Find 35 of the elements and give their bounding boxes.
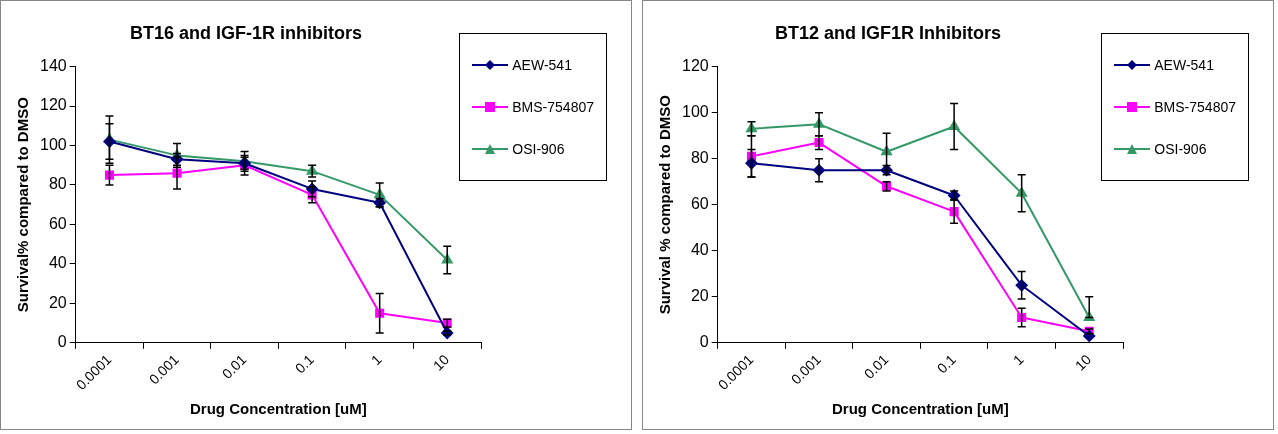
y-tick-label: 40	[48, 254, 67, 272]
legend-label: AEW-541	[1154, 57, 1214, 73]
y-tick-label: 60	[690, 195, 709, 213]
legend-label: OSI-906	[512, 141, 565, 157]
x-tick-label: 10	[429, 351, 453, 374]
x-tick-label: 1	[367, 351, 385, 369]
y-tick-label: 120	[681, 57, 709, 75]
x-tick-label: 0.1	[933, 351, 960, 377]
legend-label: BMS-754807	[512, 99, 594, 115]
y-tick-label: 80	[48, 175, 67, 193]
x-tick-label: 1	[1009, 351, 1027, 369]
y-tick-label: 120	[39, 96, 67, 114]
y-axis-title: Survival% compared to DMSO	[14, 96, 32, 313]
y-tick-label: 20	[48, 293, 67, 311]
y-tick-label: 20	[690, 287, 709, 305]
y-tick-label: 80	[690, 149, 709, 167]
legend-label: OSI-906	[1154, 141, 1207, 157]
y-tick-label: 0	[57, 333, 67, 351]
y-tick-label: 0	[699, 333, 709, 351]
x-axis-title: Drug Concentration [uM]	[832, 400, 1009, 418]
y-tick-label: 60	[48, 214, 67, 232]
x-axis-title: Drug Concentration [uM]	[190, 400, 367, 418]
chart-title: BT16 and IGF-1R inhibitors	[129, 22, 363, 43]
legend-label: AEW-541	[512, 57, 572, 73]
x-tick-label: 0.1	[291, 351, 318, 377]
chart-title: BT12 and IGF1R Inhibitors	[774, 22, 1002, 43]
legend-label: BMS-754807	[1154, 99, 1236, 115]
x-tick-label: 0.01	[218, 351, 250, 382]
y-tick-label: 140	[39, 57, 67, 75]
y-tick-label: 40	[690, 241, 709, 259]
y-tick-label: 100	[39, 135, 67, 153]
y-axis-title: Survival % compared to DMSO	[656, 94, 674, 315]
y-tick-label: 100	[681, 103, 709, 121]
x-tick-label: 0.01	[860, 351, 892, 382]
x-tick-label: 10	[1071, 351, 1095, 374]
